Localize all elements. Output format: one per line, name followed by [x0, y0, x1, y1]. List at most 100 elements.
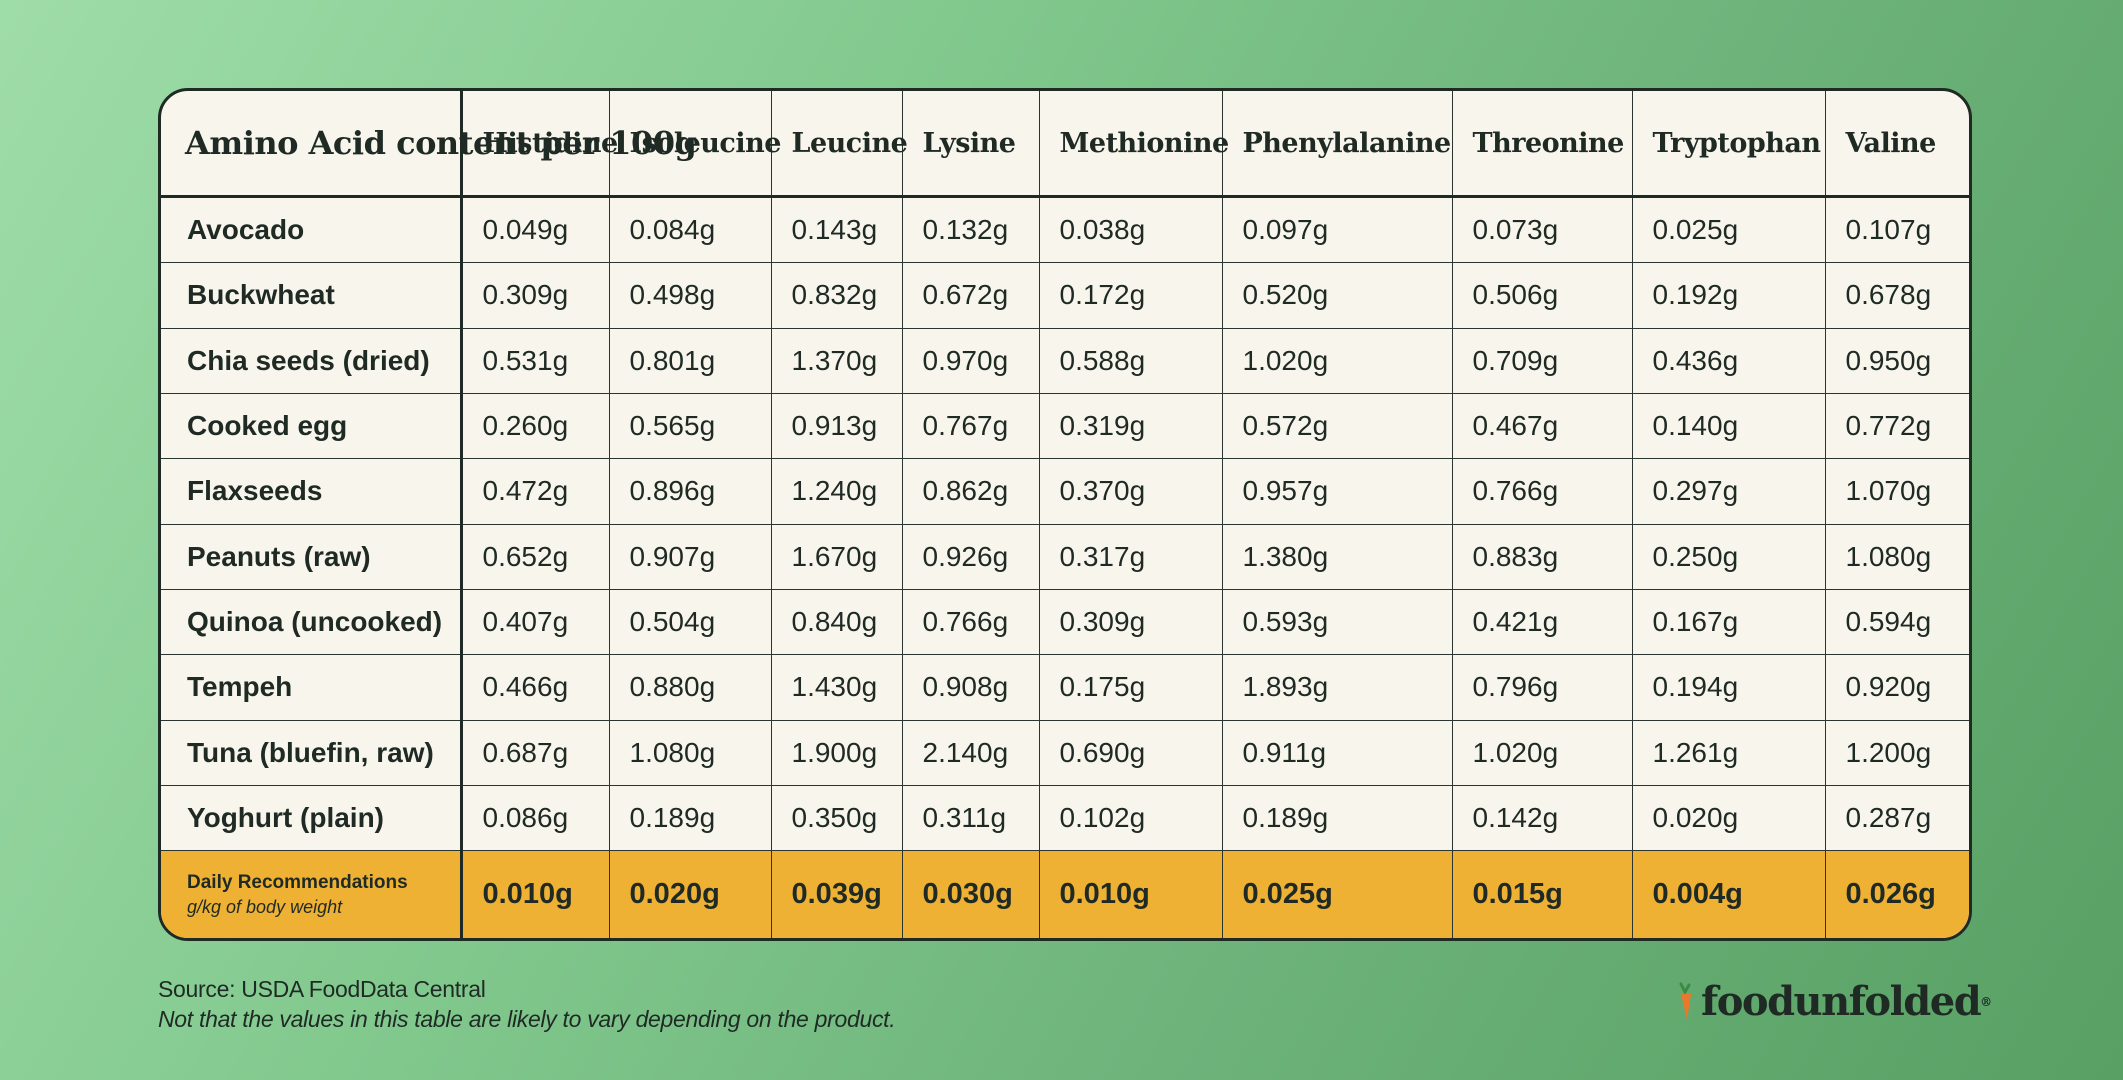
- recommendation-cell: 0.010g: [460, 850, 610, 938]
- value-cell: 1.020g: [1221, 327, 1453, 394]
- value-cell: 1.893g: [1221, 654, 1453, 721]
- value-cell: 0.767g: [901, 392, 1040, 460]
- value-cell: 0.132g: [901, 195, 1040, 264]
- column-header: Valine: [1824, 91, 1969, 198]
- value-cell: 0.588g: [1038, 327, 1223, 394]
- daily-recommendation-title: Daily Recommendations: [187, 871, 408, 893]
- recommendation-cell: 0.020g: [608, 850, 772, 938]
- value-cell: 0.038g: [1038, 195, 1223, 264]
- value-cell: 0.652g: [460, 523, 610, 590]
- value-cell: 0.172g: [1038, 262, 1223, 329]
- value-cell: 0.862g: [901, 458, 1040, 525]
- table-row: Yoghurt (plain) 0.086g 0.189g 0.350g 0.311g 0…: [161, 784, 1969, 852]
- column-header: Phenylalanine: [1221, 91, 1453, 198]
- value-cell: 0.772g: [1824, 392, 1969, 460]
- value-cell: 1.380g: [1221, 523, 1453, 590]
- disclaimer-note: Not that the values in this table are li…: [158, 1006, 896, 1032]
- value-cell: 0.140g: [1631, 392, 1826, 460]
- value-cell: 0.796g: [1451, 654, 1633, 721]
- value-cell: 0.142g: [1451, 784, 1633, 852]
- value-cell: 0.687g: [460, 719, 610, 786]
- value-cell: 0.317g: [1038, 523, 1223, 590]
- daily-recommendation-row: Daily Recommendations g/kg of body weigh…: [161, 850, 1969, 938]
- header-row: Amino Acid content per 100g Histidine Is…: [161, 91, 1969, 198]
- recommendation-cell: 0.004g: [1631, 850, 1826, 938]
- recommendation-cell: 0.025g: [1221, 850, 1453, 938]
- value-cell: 0.472g: [460, 458, 610, 525]
- column-header: Lysine: [901, 91, 1040, 198]
- food-name-cell: Yoghurt (plain): [161, 784, 463, 852]
- column-header: Isoleucine: [608, 91, 781, 198]
- value-cell: 0.950g: [1824, 327, 1969, 394]
- food-name-cell: Quinoa (uncooked): [161, 588, 463, 656]
- value-cell: 0.565g: [608, 392, 772, 460]
- value-cell: 0.260g: [460, 392, 610, 460]
- value-cell: 0.801g: [608, 327, 772, 394]
- value-cell: 0.309g: [460, 262, 610, 329]
- value-cell: 0.970g: [901, 327, 1040, 394]
- value-cell: 0.506g: [1451, 262, 1633, 329]
- value-cell: 0.287g: [1824, 784, 1969, 852]
- value-cell: 0.593g: [1221, 588, 1453, 656]
- value-cell: 0.832g: [770, 262, 903, 329]
- footer: Source: USDA FoodData Central Not that t…: [158, 974, 896, 1034]
- value-cell: 0.192g: [1631, 262, 1826, 329]
- value-cell: 0.690g: [1038, 719, 1223, 786]
- table-row: Tuna (bluefin, raw) 0.687g 1.080g 1.900g 2.1…: [161, 719, 1969, 786]
- value-cell: 0.020g: [1631, 784, 1826, 852]
- value-cell: 1.430g: [770, 654, 903, 721]
- daily-recommendation-unit: g/kg of body weight: [187, 896, 343, 917]
- value-cell: 1.900g: [770, 719, 903, 786]
- value-cell: 0.520g: [1221, 262, 1453, 329]
- value-cell: 0.407g: [460, 588, 610, 656]
- value-cell: 0.926g: [901, 523, 1040, 590]
- column-header: Methionine: [1038, 91, 1229, 198]
- value-cell: 0.467g: [1451, 392, 1633, 460]
- value-cell: 0.297g: [1631, 458, 1826, 525]
- value-cell: 0.086g: [460, 784, 610, 852]
- recommendation-cell: 0.039g: [770, 850, 903, 938]
- value-cell: 1.370g: [770, 327, 903, 394]
- recommendation-cell: 0.010g: [1038, 850, 1223, 938]
- value-cell: 0.189g: [1221, 784, 1453, 852]
- value-cell: 2.140g: [901, 719, 1040, 786]
- table-body: Avocado 0.049g 0.084g 0.143g 0.132g 0.038g 0.0…: [161, 195, 1969, 938]
- value-cell: 0.350g: [770, 784, 903, 852]
- value-cell: 0.436g: [1631, 327, 1826, 394]
- source-text: Source: USDA FoodData Central: [158, 976, 486, 1002]
- value-cell: 0.908g: [901, 654, 1040, 721]
- value-cell: 0.594g: [1824, 588, 1969, 656]
- value-cell: 0.421g: [1451, 588, 1633, 656]
- food-name-cell: Peanuts (raw): [161, 523, 463, 590]
- value-cell: 0.913g: [770, 392, 903, 460]
- food-name-cell: Tuna (bluefin, raw): [161, 719, 463, 786]
- value-cell: 0.572g: [1221, 392, 1453, 460]
- value-cell: 1.070g: [1824, 458, 1969, 525]
- value-cell: 0.766g: [901, 588, 1040, 656]
- value-cell: 0.957g: [1221, 458, 1453, 525]
- value-cell: 0.250g: [1631, 523, 1826, 590]
- value-cell: 0.319g: [1038, 392, 1223, 460]
- value-cell: 1.200g: [1824, 719, 1969, 786]
- value-cell: 0.107g: [1824, 195, 1969, 264]
- value-cell: 1.080g: [608, 719, 772, 786]
- value-cell: 0.907g: [608, 523, 772, 590]
- table-row: Quinoa (uncooked) 0.407g 0.504g 0.840g 0.766…: [161, 588, 1969, 656]
- value-cell: 0.709g: [1451, 327, 1633, 394]
- value-cell: 0.911g: [1221, 719, 1453, 786]
- recommendation-cell: 0.015g: [1451, 850, 1633, 938]
- logo-text: foodunfolded: [1701, 978, 1982, 1025]
- table-row: Peanuts (raw) 0.652g 0.907g 1.670g 0.926g 0.3…: [161, 523, 1969, 590]
- value-cell: 1.240g: [770, 458, 903, 525]
- value-cell: 0.143g: [770, 195, 903, 264]
- daily-recommendation-label: Daily Recommendations g/kg of body weigh…: [161, 850, 463, 938]
- value-cell: 0.311g: [901, 784, 1040, 852]
- value-cell: 0.049g: [460, 195, 610, 264]
- column-header: Histidine: [460, 91, 618, 198]
- value-cell: 0.531g: [460, 327, 610, 394]
- value-cell: 0.189g: [608, 784, 772, 852]
- table-row: Buckwheat 0.309g 0.498g 0.832g 0.672g 0.172g 0…: [161, 262, 1969, 329]
- value-cell: 0.883g: [1451, 523, 1633, 590]
- value-cell: 0.672g: [901, 262, 1040, 329]
- food-name-cell: Flaxseeds: [161, 458, 463, 525]
